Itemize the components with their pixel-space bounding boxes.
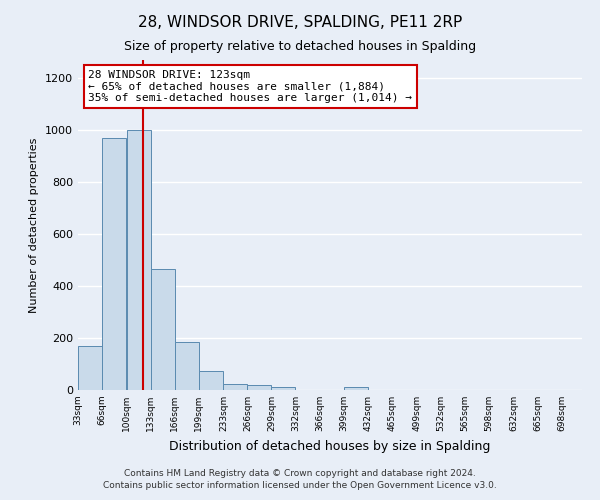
Text: 28 WINDSOR DRIVE: 123sqm
← 65% of detached houses are smaller (1,884)
35% of sem: 28 WINDSOR DRIVE: 123sqm ← 65% of detach… bbox=[88, 70, 412, 103]
Bar bbox=[102, 138, 126, 390]
Bar bbox=[78, 346, 102, 390]
Bar bbox=[199, 370, 223, 390]
Bar bbox=[175, 342, 199, 390]
X-axis label: Distribution of detached houses by size in Spalding: Distribution of detached houses by size … bbox=[169, 440, 491, 452]
Text: Contains HM Land Registry data © Crown copyright and database right 2024.
Contai: Contains HM Land Registry data © Crown c… bbox=[103, 468, 497, 490]
Bar bbox=[151, 269, 175, 390]
Bar bbox=[127, 130, 151, 390]
Text: Size of property relative to detached houses in Spalding: Size of property relative to detached ho… bbox=[124, 40, 476, 53]
Bar bbox=[247, 385, 271, 390]
Bar bbox=[271, 388, 295, 390]
Bar bbox=[344, 388, 368, 390]
Text: 28, WINDSOR DRIVE, SPALDING, PE11 2RP: 28, WINDSOR DRIVE, SPALDING, PE11 2RP bbox=[138, 15, 462, 30]
Y-axis label: Number of detached properties: Number of detached properties bbox=[29, 138, 40, 312]
Bar bbox=[223, 384, 247, 390]
